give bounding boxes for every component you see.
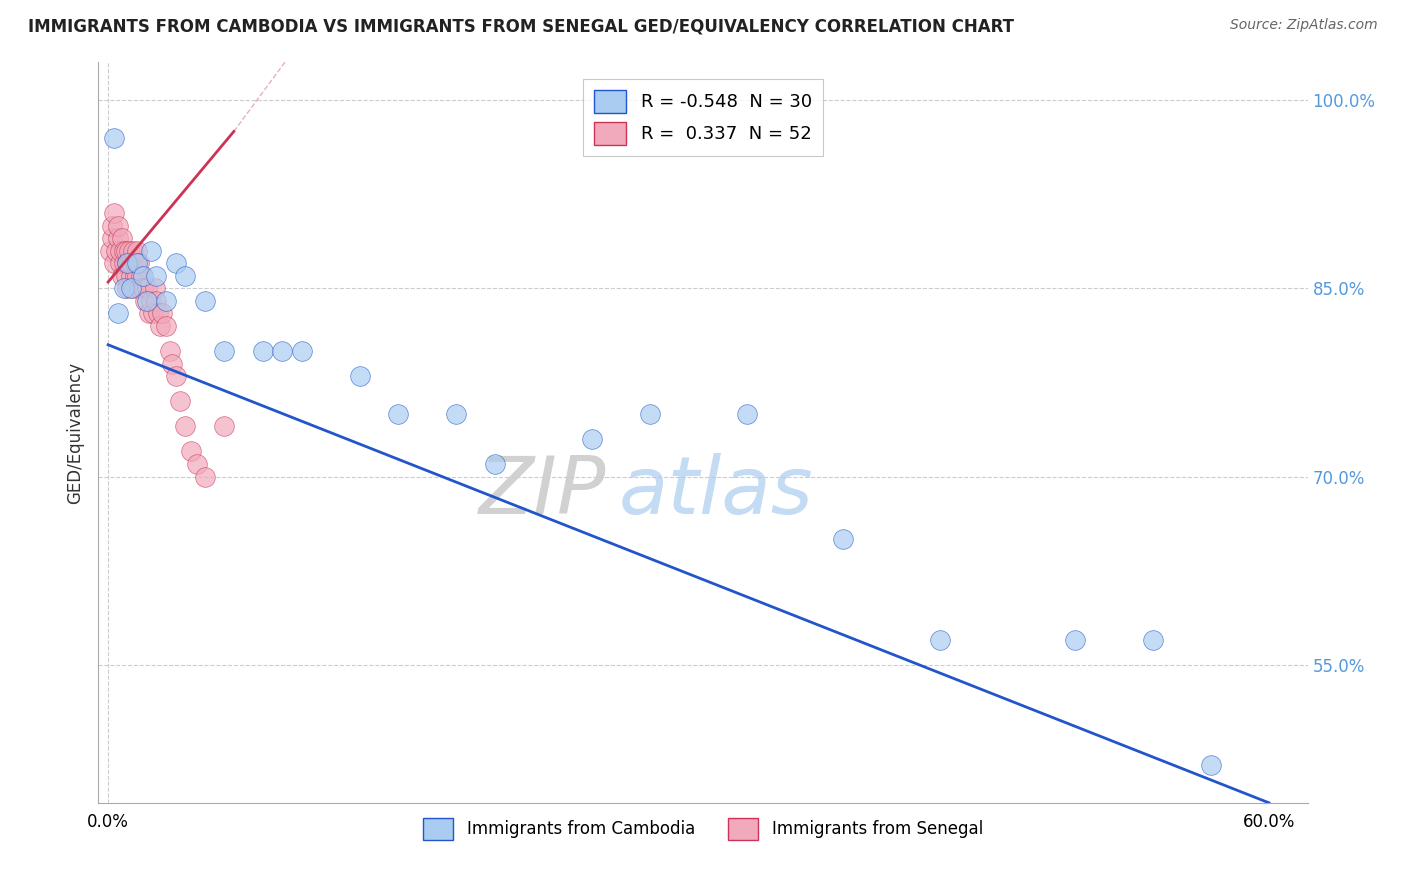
Point (117, 256, 139, 270)
Point (120, 281, 142, 295)
Point (484, 457, 506, 471)
Point (1199, 758, 1222, 772)
Text: IMMIGRANTS FROM CAMBODIA VS IMMIGRANTS FROM SENEGAL GED/EQUIVALENCY CORRELATION : IMMIGRANTS FROM CAMBODIA VS IMMIGRANTS F… (28, 18, 1014, 36)
Point (271, 344, 294, 359)
Text: Source: ZipAtlas.com: Source: ZipAtlas.com (1230, 18, 1378, 32)
Point (1142, 632, 1164, 647)
Point (111, 231, 134, 245)
Point (127, 244, 149, 258)
Point (120, 256, 142, 270)
Point (169, 394, 191, 409)
Point (117, 256, 139, 270)
Point (129, 268, 152, 283)
Point (142, 306, 165, 320)
Point (149, 318, 172, 333)
Point (929, 632, 952, 647)
Point (124, 256, 146, 270)
Point (107, 306, 129, 320)
Point (174, 419, 197, 434)
Point (186, 457, 208, 471)
Point (124, 268, 146, 283)
Legend: Immigrants from Cambodia, Immigrants from Senegal: Immigrants from Cambodia, Immigrants fro… (416, 812, 990, 847)
Point (159, 344, 181, 359)
Point (107, 231, 129, 245)
Text: atlas: atlas (619, 453, 813, 531)
Point (128, 256, 150, 270)
Point (122, 281, 145, 295)
Point (127, 256, 149, 270)
Point (165, 256, 187, 270)
Point (134, 293, 156, 308)
Y-axis label: GED/Equivalency: GED/Equivalency (66, 361, 84, 504)
Point (1064, 632, 1087, 647)
Point (194, 469, 217, 483)
Point (212, 419, 235, 434)
Point (117, 281, 139, 295)
Point (135, 293, 157, 308)
Point (112, 256, 135, 270)
Point (349, 369, 371, 384)
Point (180, 444, 202, 458)
Point (103, 206, 125, 220)
Point (735, 407, 758, 421)
Point (143, 281, 166, 295)
Point (103, 130, 125, 145)
Point (118, 244, 141, 258)
Point (127, 268, 149, 283)
Point (120, 268, 142, 283)
Point (165, 369, 187, 384)
Point (145, 293, 167, 308)
Point (98, 244, 121, 258)
Point (148, 306, 170, 320)
Point (135, 281, 157, 295)
Point (132, 281, 155, 295)
Point (112, 281, 135, 295)
Point (387, 407, 409, 421)
Point (638, 407, 661, 421)
Point (108, 244, 131, 258)
Point (290, 344, 312, 359)
Point (128, 281, 150, 295)
Point (145, 268, 167, 283)
Point (155, 318, 177, 333)
Point (112, 244, 135, 258)
Text: ZIP: ZIP (479, 453, 606, 531)
Point (150, 306, 173, 320)
Point (104, 244, 127, 258)
Point (139, 293, 162, 308)
Point (101, 219, 124, 233)
Point (212, 344, 235, 359)
Point (114, 268, 136, 283)
Point (446, 407, 468, 421)
Point (194, 293, 217, 308)
Point (139, 244, 162, 258)
Point (111, 268, 134, 283)
Point (252, 344, 274, 359)
Point (155, 293, 177, 308)
Point (118, 256, 141, 270)
Point (122, 244, 145, 258)
Point (114, 244, 136, 258)
Point (581, 432, 603, 446)
Point (832, 533, 855, 547)
Point (107, 219, 129, 233)
Point (101, 231, 124, 245)
Point (108, 256, 131, 270)
Point (132, 268, 155, 283)
Point (103, 256, 125, 270)
Point (174, 268, 197, 283)
Point (138, 306, 160, 320)
Point (160, 357, 183, 371)
